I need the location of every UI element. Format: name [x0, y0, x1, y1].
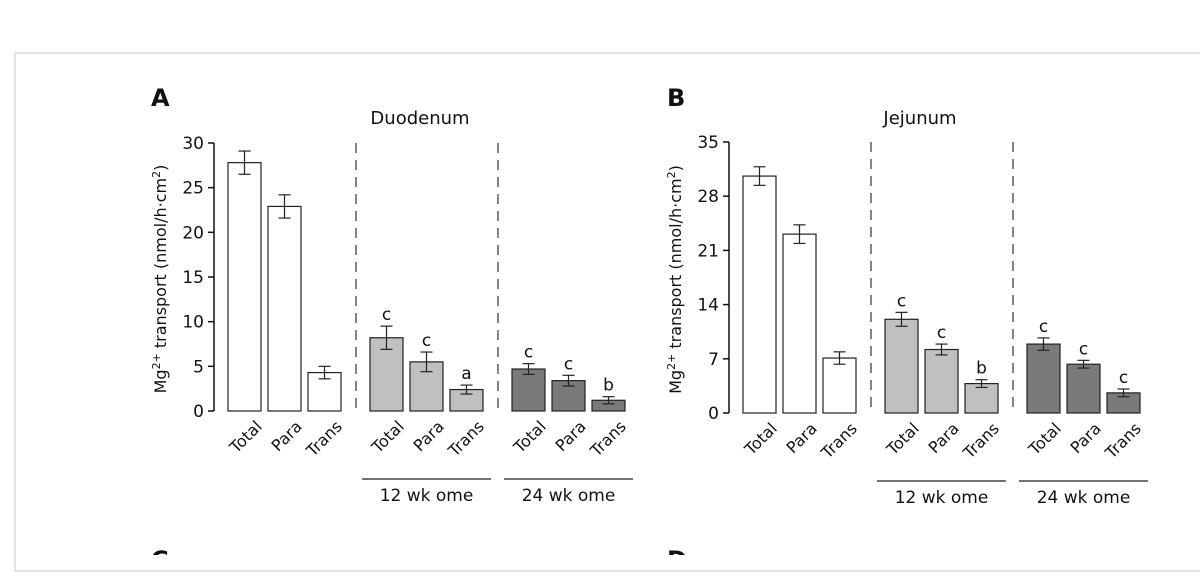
significance-letter: c	[1119, 368, 1128, 388]
y-tick-label: 7	[708, 350, 719, 370]
y-tick-label: 28	[697, 187, 719, 207]
significance-letter: c	[524, 343, 533, 363]
significance-letter: b	[603, 376, 614, 396]
y-axis-label: Mg2+ transport (nmol/h·cm2)	[150, 165, 170, 394]
y-tick-label: 35	[697, 133, 719, 153]
bar-12-wk-ome-total	[884, 318, 919, 414]
y-axis-label: Mg2+ transport (nmol/h·cm2)	[665, 165, 685, 394]
panel-letter: C	[151, 546, 169, 555]
group-label: 12 wk ome	[895, 488, 989, 508]
significance-letter: c	[897, 291, 906, 311]
x-tick-label: Trans	[1101, 419, 1145, 463]
panel-b: B Jejunum 0 7 14 21 28 35 Mg2+ transport (nmol/h…	[665, 84, 1148, 508]
x-tick-label: Para	[410, 417, 448, 455]
x-tick-label: Total	[509, 417, 550, 458]
panel-letter: D	[667, 546, 687, 555]
x-tick-label: Para	[925, 419, 963, 457]
significance-letter: c	[1039, 317, 1048, 337]
significance-letter: c	[422, 331, 431, 351]
y-tick-label: 21	[697, 241, 719, 261]
panel-letter: B	[667, 84, 685, 112]
x-tick-label: Trans	[959, 419, 1003, 463]
bar-control-total	[227, 162, 262, 412]
x-tick-label: Total	[1024, 419, 1065, 460]
panel-letter: A	[151, 84, 170, 112]
significance-letter: c	[564, 354, 573, 374]
significance-letter: b	[976, 359, 987, 379]
y-tick-label: 10	[182, 313, 204, 333]
bar-24-wk-ome-total	[1026, 343, 1061, 414]
bar-24-wk-ome-total	[511, 368, 546, 412]
significance-letter: c	[382, 305, 391, 325]
significance-letter: a	[461, 364, 471, 384]
chart-title: Jejunum	[882, 108, 956, 129]
y-tick-label: 30	[182, 134, 204, 154]
x-tick-label: Trans	[444, 417, 488, 461]
significance-letter: c	[937, 323, 946, 343]
group-label: 24 wk ome	[522, 486, 616, 506]
x-tick-label: Total	[225, 417, 266, 458]
bar-12-wk-ome-para	[924, 348, 959, 414]
group-label: 24 wk ome	[1037, 488, 1131, 508]
bar-control-trans	[822, 357, 857, 414]
y-tick-label: 15	[182, 268, 204, 288]
x-tick-label: Trans	[302, 417, 346, 461]
group-label: 12 wk ome	[380, 486, 474, 506]
panel-a: A Duodenum 0 5 10 15 20 25 30 Mg2+ transport (nmo…	[150, 84, 633, 506]
y-tick-label: 0	[708, 404, 719, 424]
x-tick-label: Trans	[817, 419, 861, 463]
chart-title: Duodenum	[370, 108, 469, 129]
x-tick-label: Total	[740, 419, 781, 460]
x-tick-label: Para	[268, 417, 306, 455]
bar-control-para	[782, 233, 817, 414]
x-tick-label: Para	[552, 417, 590, 455]
bar-control-para	[267, 205, 302, 412]
x-tick-label: Para	[783, 419, 821, 457]
significance-letter: c	[1079, 339, 1088, 359]
figure-canvas: A Duodenum 0 5 10 15 20 25 30 Mg2+ transport (nmo…	[150, 84, 1148, 555]
x-tick-label: Trans	[586, 417, 630, 461]
bar-12-wk-ome-para	[409, 361, 444, 412]
y-tick-label: 25	[182, 179, 204, 199]
y-tick-label: 14	[697, 296, 719, 316]
x-tick-label: Total	[367, 417, 408, 458]
bar-24-wk-ome-para	[1066, 363, 1101, 414]
y-tick-label: 20	[182, 223, 204, 243]
figure-frame	[14, 52, 1200, 572]
y-tick-label: 0	[193, 402, 204, 422]
x-tick-label: Total	[882, 419, 923, 460]
x-tick-label: Para	[1067, 419, 1105, 457]
bar-control-total	[742, 175, 777, 414]
y-tick-label: 5	[193, 357, 204, 377]
